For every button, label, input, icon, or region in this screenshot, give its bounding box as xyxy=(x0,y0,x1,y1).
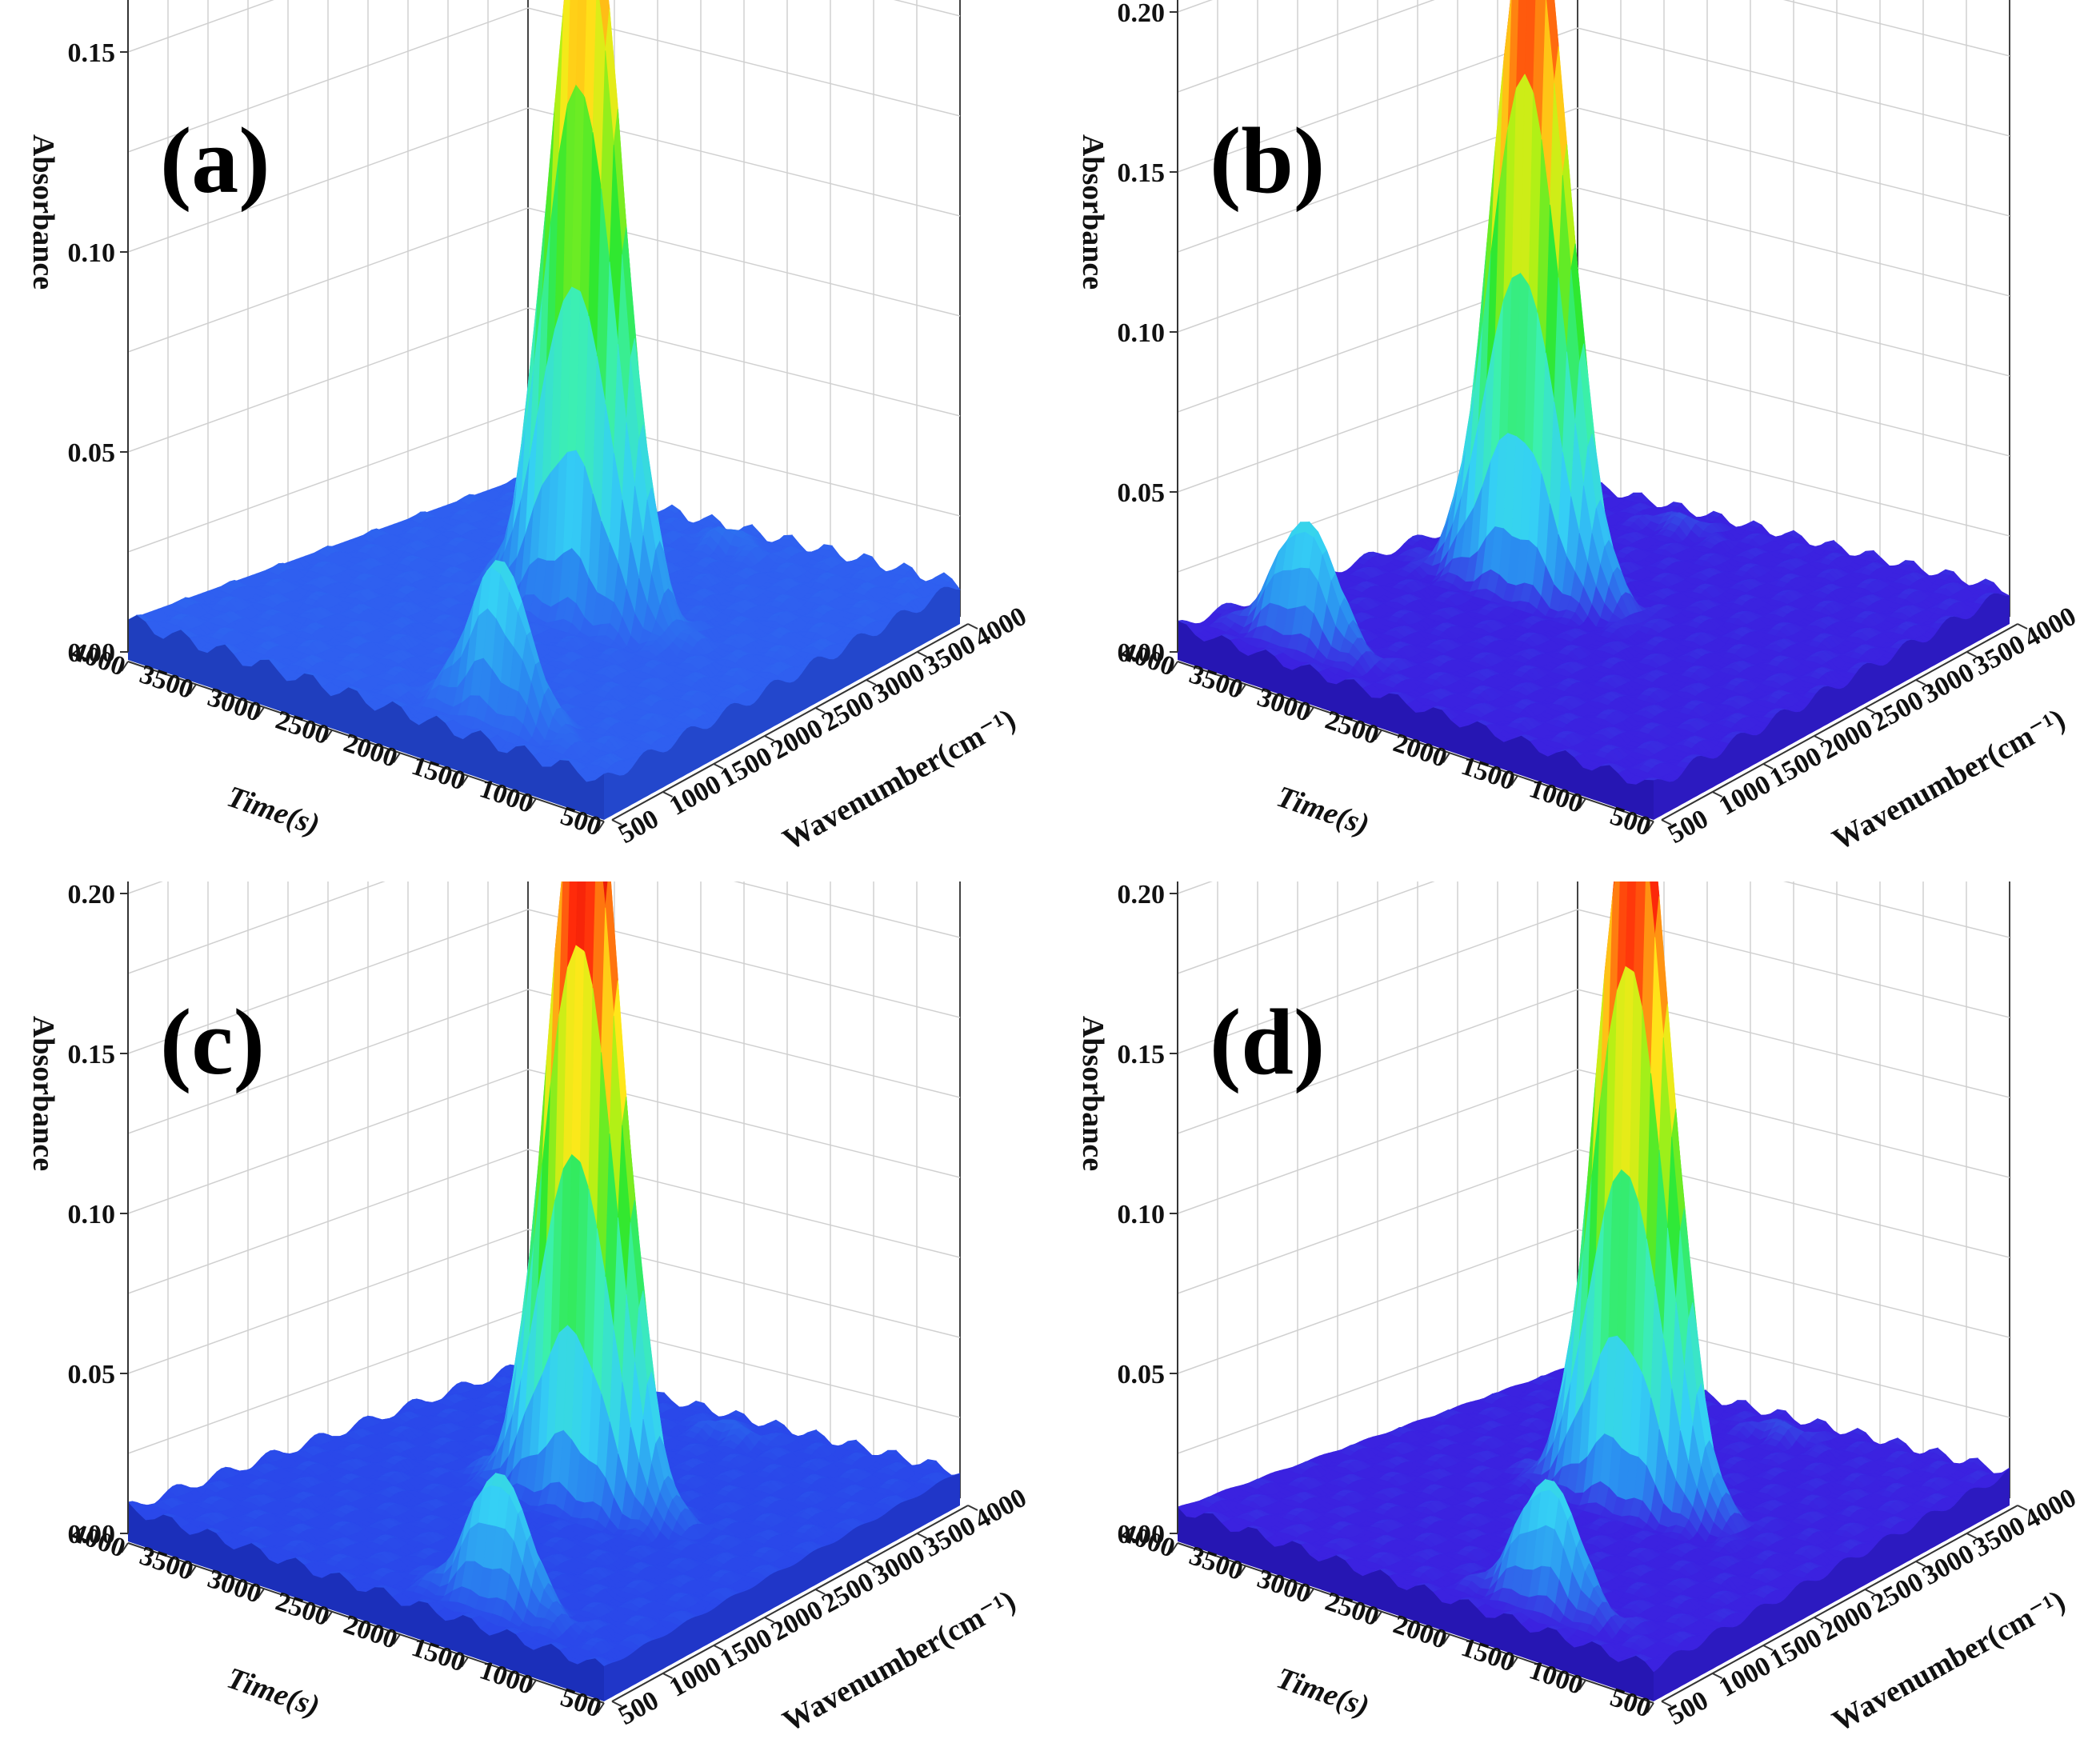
time-axis-title: Time(s) xyxy=(223,780,324,842)
time-tick-label: 4000 xyxy=(68,637,129,682)
z-tick-label: 0.15 xyxy=(68,38,116,68)
wavenumber-tick-label: 4000 xyxy=(970,602,1031,654)
z-tick-label: 0.10 xyxy=(68,238,116,268)
z-axis-title: Absorbance xyxy=(26,134,60,290)
surface-plot-b: 0.000.050.100.150.20Absorbance4000350030… xyxy=(1050,0,2099,882)
wavenumber-tick-label: 500 xyxy=(614,804,664,850)
surface-plot-a: 0.000.050.100.150.20Absorbance4000350030… xyxy=(0,0,1050,882)
figure: 0.000.050.100.150.20Absorbance4000350030… xyxy=(0,0,2100,1763)
panel-b: 0.00 0.05 0.10 0.15 0.20 Absorbance 4000 3500 30… xyxy=(1050,0,2099,882)
panel-a: 0.000.050.100.150.20Absorbance4000350030… xyxy=(0,0,1050,882)
panel-label: (a) xyxy=(160,108,270,213)
z-tick-label: 0.05 xyxy=(68,438,116,468)
